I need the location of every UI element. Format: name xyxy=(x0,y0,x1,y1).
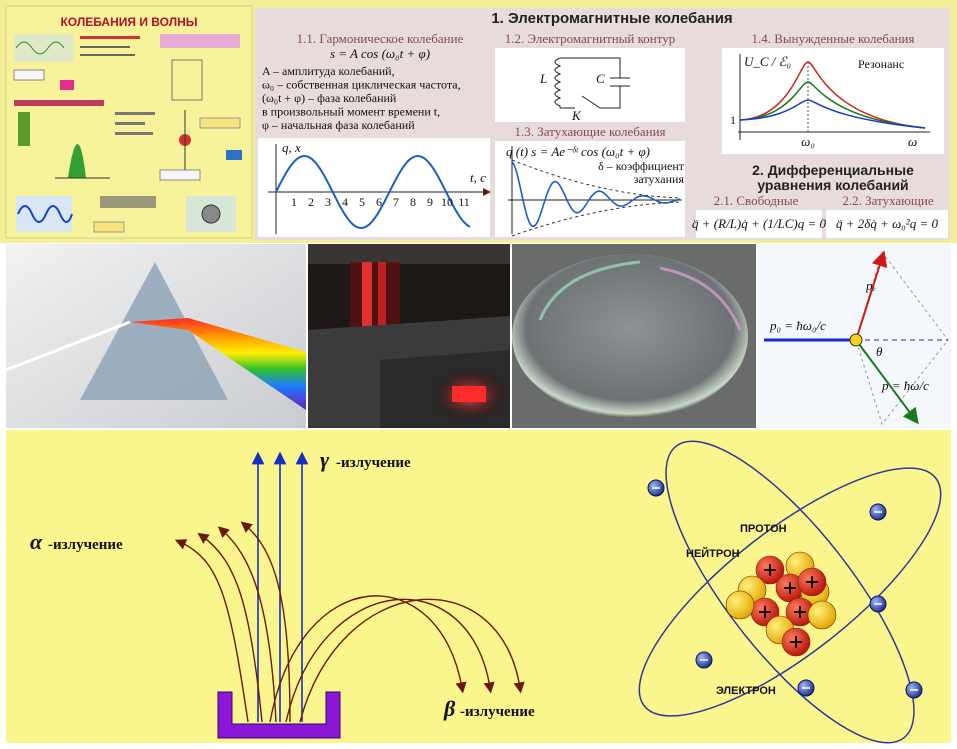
axis-tick-label: 4 xyxy=(342,195,348,209)
vector-label: p₀ = ħω₀/c xyxy=(769,318,826,333)
poster-title: КОЛЕБАНИЯ И ВОЛНЫ xyxy=(60,15,197,29)
section-heading: 2.2. Затухающие xyxy=(842,193,933,208)
vector-label: θ xyxy=(876,344,883,359)
resonance-label: Резонанс xyxy=(858,57,904,71)
momentum-diagram xyxy=(758,244,951,428)
axis-tick-label: 10 xyxy=(441,195,453,209)
collage: КОЛЕБАНИЯ И ВОЛНЫ 1. Электромагнитные ко… xyxy=(0,0,957,749)
radiation-symbol: γ xyxy=(320,447,330,472)
atom-label: НЕЙТРОН xyxy=(686,547,740,560)
bubble-photo xyxy=(512,244,756,428)
formula: s = A cos (ω₀t + φ) xyxy=(330,46,430,61)
description-line: φ – начальная фаза колебаний xyxy=(262,118,415,132)
neutron xyxy=(726,591,754,619)
description-line: ω₀ – собственная циклическая частота, xyxy=(262,78,461,92)
section-heading: 2.1. Свободные xyxy=(714,193,799,208)
formula: q̈ + 2δq̇ + ω₀²q = 0 xyxy=(836,216,938,231)
section-heading: 1.2. Электромагнитный контур xyxy=(505,31,676,46)
radiation-label: -излучение xyxy=(336,455,411,471)
poster: КОЛЕБАНИЯ И ВОЛНЫ xyxy=(6,6,252,238)
axis-tick-label: 3 xyxy=(325,195,331,209)
circuit-label: K xyxy=(571,108,582,123)
page: Колебания и волны html, body { margin: 0… xyxy=(0,0,957,749)
radiation-label: -излучение xyxy=(460,704,535,720)
em-title: 1. Электромагнитные колебания xyxy=(491,10,732,27)
circuit-label: C xyxy=(596,71,605,86)
description-line: A – амплитуда колебаний, xyxy=(262,64,395,78)
neutron xyxy=(808,601,836,629)
section-heading: 1.4. Вынужденные колебания xyxy=(752,31,915,46)
section-title: уравнения колебаний xyxy=(757,177,908,193)
section-heading: 1.3. Затухающие колебания xyxy=(514,124,665,139)
circuit-box xyxy=(495,48,685,122)
axis-tick-label: 6 xyxy=(376,195,382,209)
radiation-label: -излучение xyxy=(48,537,123,553)
section-title: 2. Дифференциальные xyxy=(752,162,914,178)
note: δ – коэффициент xyxy=(598,159,685,173)
atom-label: ПРОТОН xyxy=(740,523,787,535)
axis-tick-label: 11 xyxy=(458,195,470,209)
axis-label: ω xyxy=(908,134,917,149)
radiation-symbol: α xyxy=(30,529,43,554)
description-line: в произвольный момент времени t, xyxy=(262,105,440,119)
atom-label: ЭЛЕКТРОН xyxy=(716,685,776,697)
laser-photo xyxy=(308,244,510,428)
note: затухания xyxy=(634,172,685,186)
axis-label: U_C / ℰ₀ xyxy=(744,54,791,69)
body: { "poster": {"title": "КОЛЕБАНИЯ И ВОЛНЫ… xyxy=(0,0,957,749)
prism-photo xyxy=(6,244,306,428)
description-line: (ω₀t + φ) – фаза колебаний xyxy=(262,91,397,105)
axis-tick-label: 9 xyxy=(427,195,433,209)
axis-tick-label: 7 xyxy=(393,195,399,209)
radiation-symbol: β xyxy=(443,696,456,721)
axis-tick-label: 8 xyxy=(410,195,416,209)
circuit-label: L xyxy=(539,71,547,86)
formula: q (t) s = Ae⁻ᵟᵗ cos (ω₀t + φ) xyxy=(506,144,650,159)
axis-tick-label: 1 xyxy=(291,195,297,209)
axis-label: q, x xyxy=(282,140,301,155)
formula: q̈ + (R/L)q̇ + (1/LC)q = 0 xyxy=(692,216,826,231)
axis-tick-label: 5 xyxy=(359,195,365,209)
section-heading: 1.1. Гармоническое колебание xyxy=(297,31,464,46)
vector-label: pₑ xyxy=(865,278,876,293)
axis-label: ω₀ xyxy=(801,134,815,149)
axis-tick-label: 2 xyxy=(308,195,314,209)
vector-label: p = ħω/c xyxy=(881,378,929,393)
axis-label: t, c xyxy=(470,170,486,185)
axis-label: 1 xyxy=(730,113,736,127)
